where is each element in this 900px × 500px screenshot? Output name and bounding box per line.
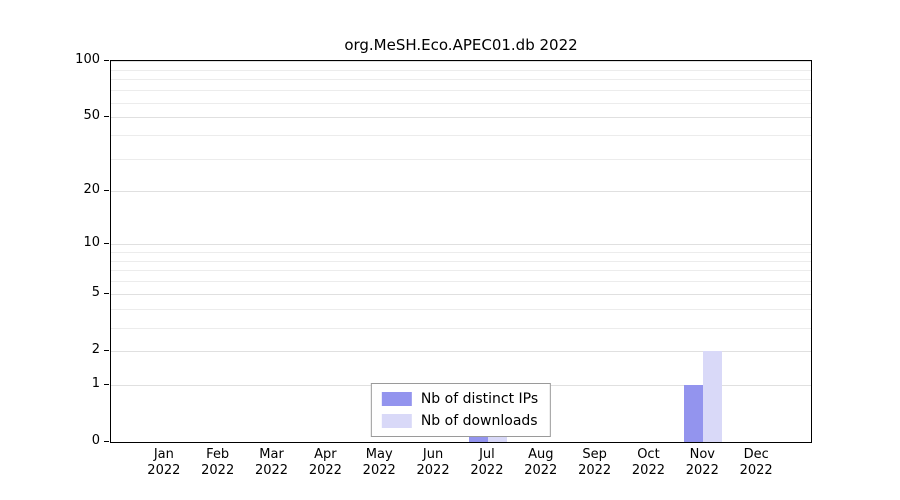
gridline [111,270,811,272]
plot-area: Nb of distinct IPs Nb of downloads [110,60,812,443]
y-tick-mark [104,383,109,385]
x-tick-label: Aug 2022 [524,447,558,478]
gridline [111,69,811,71]
y-tick-mark [104,189,109,191]
gridline [111,117,811,119]
y-tick-label: 0 [91,433,100,448]
y-tick-mark [104,116,109,118]
legend-item-distinct-ips: Nb of distinct IPs [381,391,539,407]
y-tick-mark [104,293,109,295]
legend-item-downloads: Nb of downloads [381,413,538,429]
gridline [111,90,811,92]
y-tick-label: 10 [83,235,100,251]
x-tick-label: Jan 2022 [147,447,181,478]
y-tick-mark [104,441,109,442]
gridline [111,327,811,329]
x-tick-label: Dec 2022 [739,447,773,478]
y-tick-label: 100 [75,52,100,67]
gridline [111,135,811,137]
gridline [111,190,811,192]
gridline [111,61,811,62]
gridline [111,260,811,262]
x-tick-label: Jun 2022 [416,447,450,478]
y-tick-label: 20 [83,181,100,197]
x-tick-label: Mar 2022 [254,447,289,478]
gridline [111,309,811,311]
gridline [111,158,811,160]
legend-swatch [381,392,412,406]
x-tick-label: Apr 2022 [308,447,342,478]
y-tick-mark [104,243,109,245]
x-tick-label: Oct 2022 [631,447,665,478]
y-tick-label: 5 [91,285,100,301]
x-tick-label: Nov 2022 [685,447,719,478]
gridline [111,351,811,353]
gridline [111,251,811,253]
legend-swatch [381,414,412,428]
gridline [111,244,811,246]
gridline [111,294,811,296]
gridline [111,281,811,283]
y-tick-label: 50 [83,108,100,124]
bar-downloads [703,351,723,442]
x-tick-label: Sep 2022 [578,447,612,478]
x-tick-label: May 2022 [362,447,396,478]
legend-label: Nb of distinct IPs [420,391,539,407]
y-tick-label: 1 [91,375,100,391]
legend: Nb of distinct IPs Nb of downloads [370,383,552,437]
chart-title: org.MeSH.Eco.APEC01.db 2022 [344,36,578,54]
gridline [111,102,811,104]
legend-label: Nb of downloads [420,413,538,429]
x-tick-label: Feb 2022 [201,447,235,478]
y-tick-mark [104,350,109,352]
bar-distinct-ips [684,384,704,442]
gridline [111,79,811,81]
x-tick-label: Jul 2022 [470,447,504,478]
y-tick-mark [104,60,109,61]
y-tick-label: 2 [91,342,100,358]
